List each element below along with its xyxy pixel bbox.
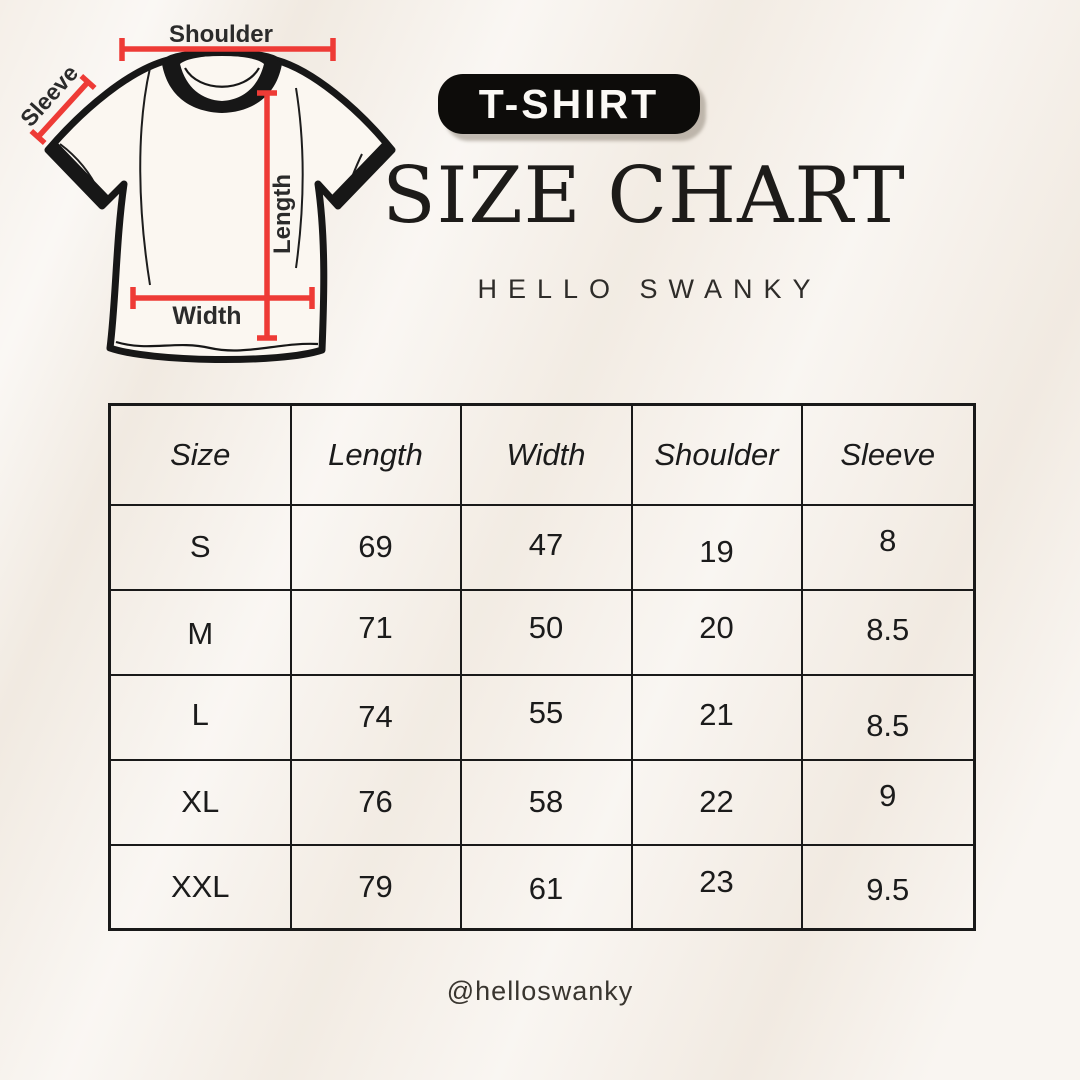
length-cell: 79 — [358, 868, 393, 904]
column-header-sleeve: Sleeve — [800, 403, 976, 506]
sleeve-cell: 8.5 — [866, 612, 910, 647]
size-table: Size Length Width Shoulder Sleeve S 69 4… — [108, 403, 976, 931]
size-cell: XL — [181, 784, 220, 819]
shoulder-cell: 21 — [699, 697, 734, 732]
tshirt-measurement-diagram: Shoulder Sleeve Length Width — [15, 21, 396, 364]
sleeve-cell: 8 — [879, 523, 897, 558]
size-cell: L — [191, 697, 209, 732]
shoulder-cell: 23 — [699, 863, 734, 899]
table-row-l: L 74 55 21 8.5 — [108, 673, 976, 761]
size-cell: S — [189, 529, 211, 564]
tshirt-illustration — [44, 49, 396, 364]
shoulder-measure-label: Shoulder — [169, 21, 273, 48]
column-header-width: Width — [459, 403, 633, 506]
size-cell: XXL — [170, 868, 230, 904]
page-title: SIZE CHART — [382, 151, 906, 241]
width-cell: 50 — [528, 610, 564, 645]
width-cell: 58 — [528, 784, 564, 819]
column-header-shoulder: Shoulder — [630, 403, 803, 506]
size-cell: M — [187, 616, 214, 651]
table-row-xxl: XXL 79 61 23 9.5 — [108, 843, 976, 931]
crease-left-body — [139, 67, 151, 286]
length-cell: 69 — [358, 529, 393, 564]
width-cell: 61 — [528, 870, 564, 906]
sleeve-cell: 8.5 — [866, 708, 910, 743]
table-row-s: S 69 47 19 8 — [108, 503, 976, 591]
length-cell: 74 — [358, 699, 393, 734]
width-measure — [130, 287, 315, 309]
width-cell: 55 — [528, 695, 564, 730]
product-type-badge-label: T-SHIRT — [478, 80, 660, 127]
tshirt-collar — [162, 50, 282, 113]
measurement-overlays — [29, 38, 336, 341]
shoulder-cell: 19 — [699, 534, 734, 569]
shoulder-cell: 20 — [699, 610, 734, 645]
table-row-xl: XL 76 58 22 9 — [108, 758, 976, 846]
crease-right-body — [295, 87, 304, 269]
shoulder-cell: 22 — [699, 784, 734, 819]
product-type-badge: T-SHIRT — [438, 74, 700, 134]
right-cuff — [329, 142, 394, 207]
column-header-size: Size — [108, 403, 292, 506]
width-cell: 47 — [528, 527, 564, 562]
brand-name: HELLO SWANKY — [477, 274, 822, 304]
length-measure-label: Length — [269, 174, 296, 254]
width-measure-label: Width — [172, 302, 241, 330]
table-header-row: Size Length Width Shoulder Sleeve — [108, 403, 976, 506]
length-cell: 76 — [358, 784, 393, 819]
sleeve-measure — [29, 73, 97, 146]
hem-line — [115, 340, 319, 352]
length-cell: 71 — [358, 610, 393, 645]
collar-inner-line — [184, 67, 260, 88]
sleeve-cell: 9 — [879, 778, 897, 813]
column-header-length: Length — [289, 403, 462, 506]
sleeve-cell: 9.5 — [866, 871, 910, 907]
social-handle: @helloswanky — [446, 976, 634, 1006]
table-row-m: M 71 50 20 8.5 — [108, 588, 976, 676]
left-cuff — [46, 142, 111, 207]
shoulder-measure — [119, 38, 336, 61]
